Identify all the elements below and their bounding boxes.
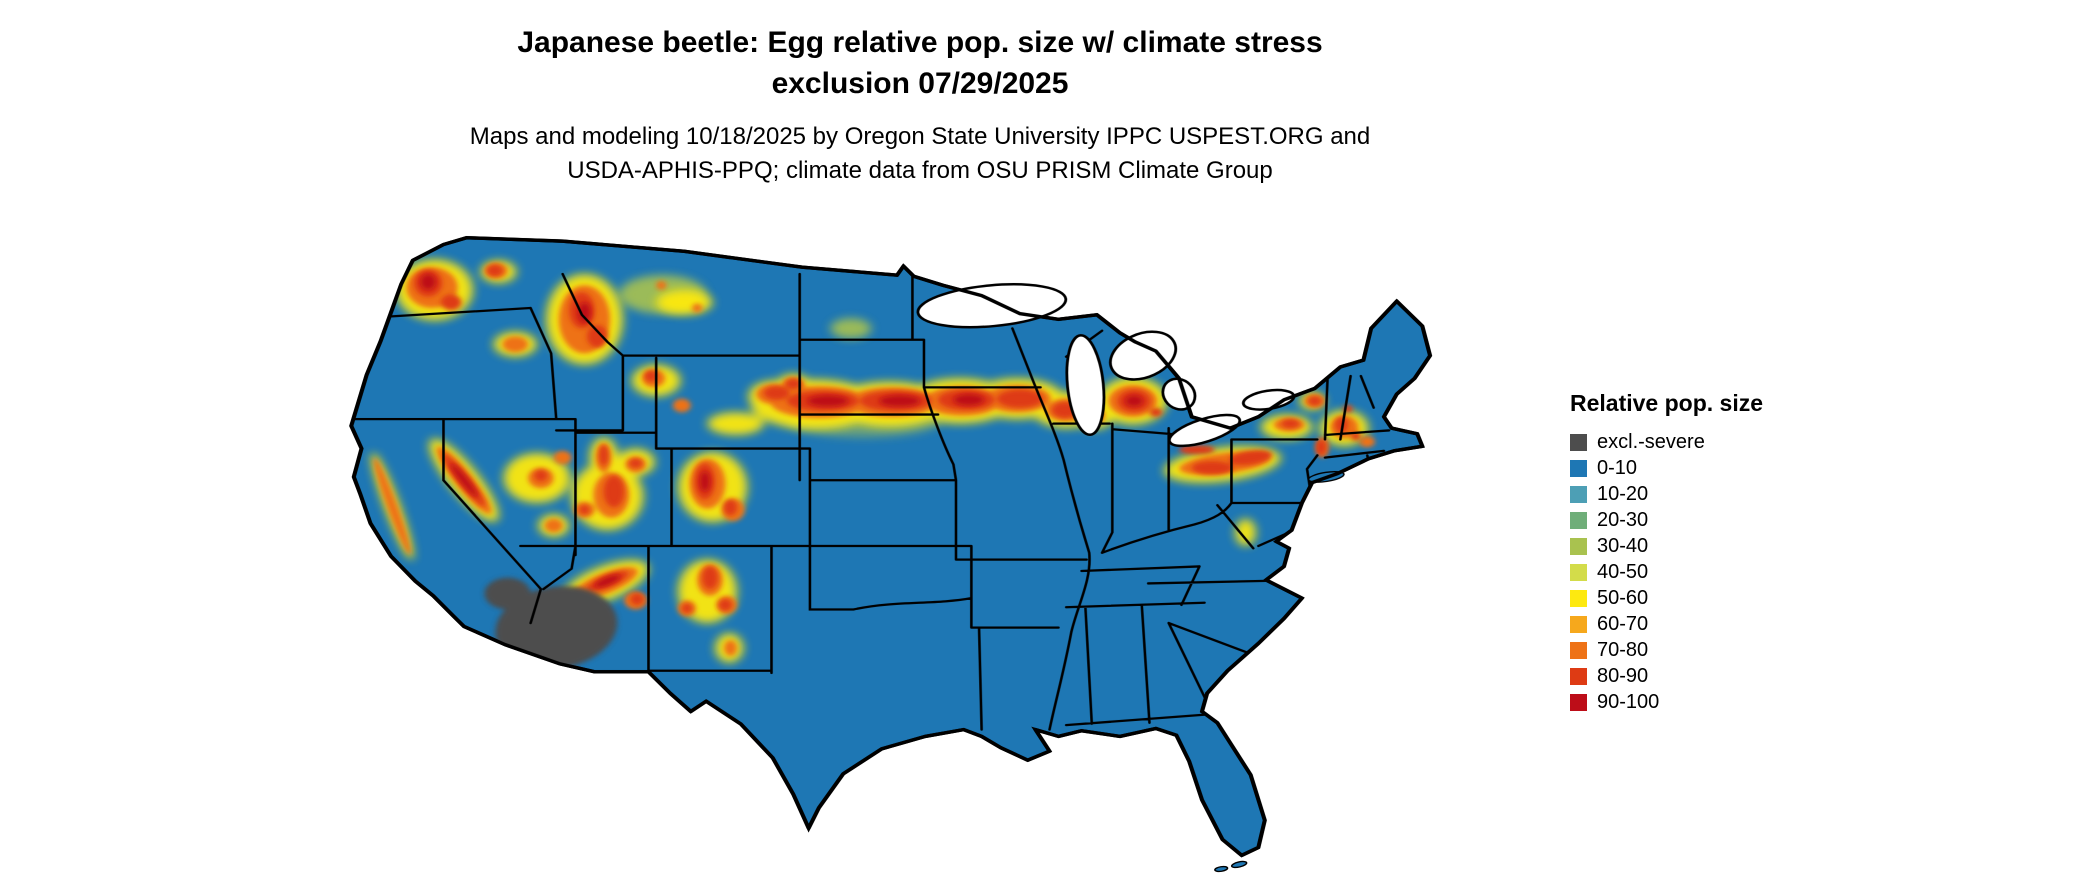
lake-huron [1109,330,1178,381]
excluded-region-overlay [484,577,618,670]
legend-label: 40-50 [1597,560,1649,583]
legend-item: 70-80 [1570,637,1763,663]
legend-swatch-b30 [1570,537,1587,555]
map-title-line1: Japanese beetle: Egg relative pop. size … [517,26,1323,59]
legend-label: 60-70 [1597,612,1649,635]
legend-label: 30-40 [1597,534,1649,557]
map-title-line2: exclusion 07/29/2025 [771,67,1069,100]
map-title: Japanese beetle: Egg relative pop. size … [517,22,1322,104]
legend-label: 0-10 [1597,456,1638,479]
state-borders [351,272,1391,731]
legend-label: 80-90 [1597,664,1649,687]
legend-swatch-b50 [1570,589,1587,607]
map-subtitle-line1: Maps and modeling 10/18/2025 by Oregon S… [469,123,1371,150]
lake-michigan [1065,334,1106,437]
legend-item: 20-30 [1570,507,1763,533]
legend-label: 90-100 [1597,690,1660,713]
legend-label: 50-60 [1597,586,1649,609]
legend-swatch-excl [1570,433,1587,451]
legend-label: 10-20 [1597,482,1649,505]
florida-keys [1214,865,1229,873]
legend-item: 10-20 [1570,481,1763,507]
legend-label: excl.-severe [1597,430,1705,453]
map-subtitle-line2: USDA-APHIS-PPQ; climate data from OSU PR… [567,157,1273,184]
legend-item: 60-70 [1570,611,1763,637]
legend-swatch-b10 [1570,485,1587,503]
heat-overlay [351,259,1391,731]
legend-swatch-b40 [1570,563,1587,581]
legend-item: excl.-severe [1570,429,1763,455]
legend-label: 70-80 [1597,638,1649,661]
legend: Relative pop. size excl.-severe 0-10 10-20… [1570,390,1763,715]
heat-darkred-layer [420,274,1144,588]
legend-rows: excl.-severe 0-10 10-20 20-30 30-40 40-50 50-6… [1570,429,1763,715]
legend-label: 20-30 [1597,508,1649,531]
legend-item: 40-50 [1570,559,1763,585]
legend-swatch-b80 [1570,667,1587,685]
legend-swatch-b0 [1570,459,1587,477]
legend-item: 80-90 [1570,663,1763,689]
legend-swatch-b90 [1570,693,1587,711]
legend-item: 30-40 [1570,533,1763,559]
legend-swatch-b20 [1570,511,1587,529]
legend-swatch-b70 [1570,641,1587,659]
legend-item: 0-10 [1570,455,1763,481]
us-map [349,236,1433,873]
legend-item: 90-100 [1570,689,1763,715]
legend-title: Relative pop. size [1570,390,1764,416]
us-outline [349,236,1432,858]
florida-keys [1230,860,1248,869]
legend-swatch-b60 [1570,615,1587,633]
map-subtitle: Maps and modeling 10/18/2025 by Oregon S… [470,120,1370,188]
legend-item: 50-60 [1570,585,1763,611]
